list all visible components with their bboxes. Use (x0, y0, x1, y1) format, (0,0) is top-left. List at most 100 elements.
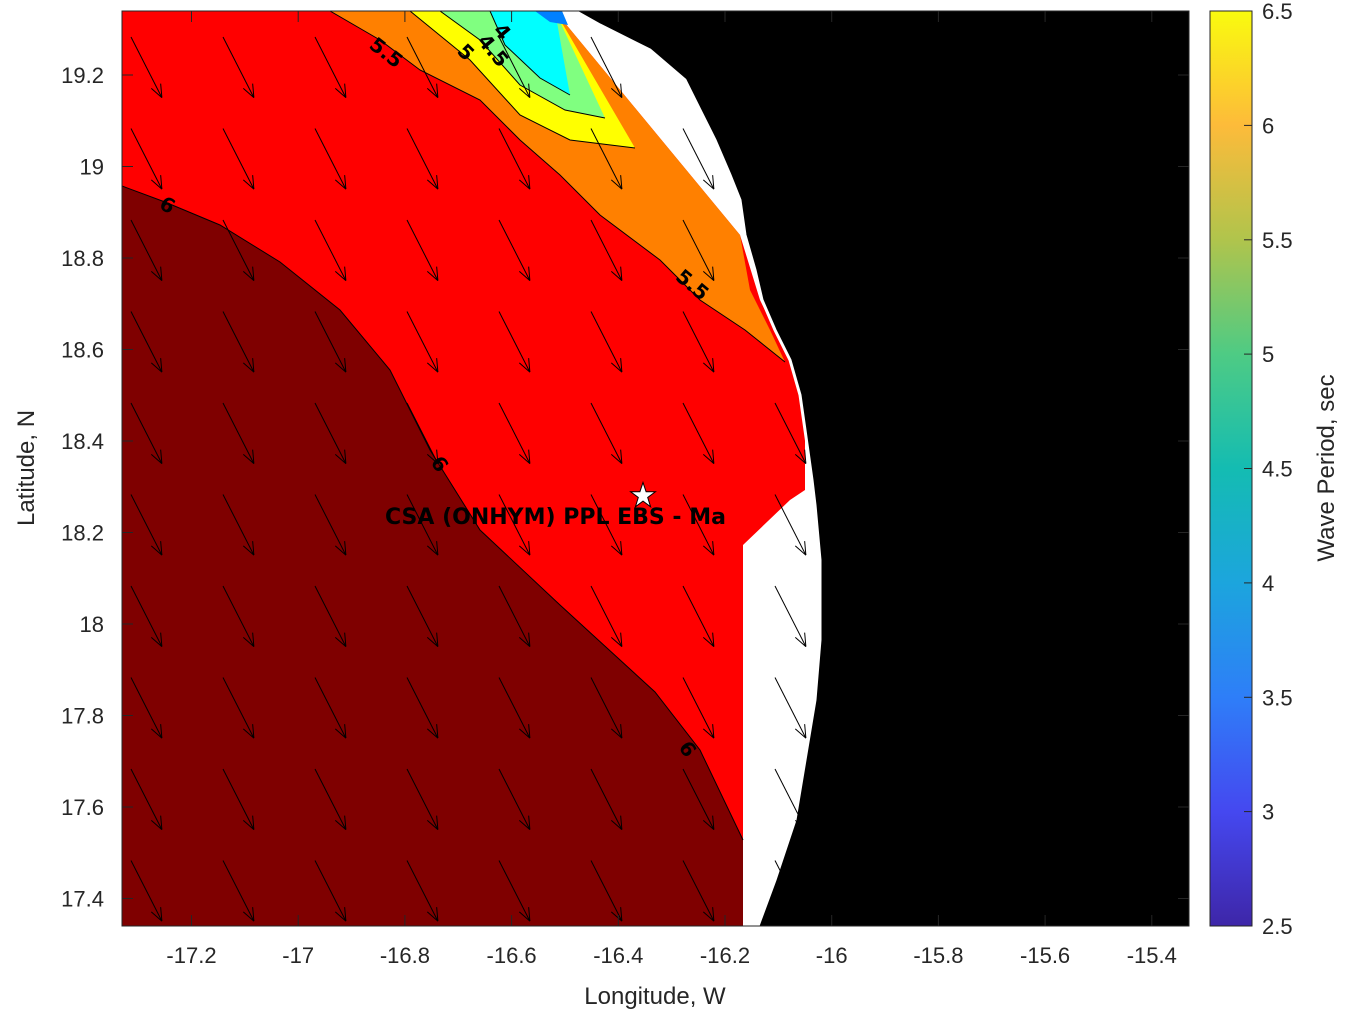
wave-arrow (590, 585, 623, 647)
wave-arrow-head (610, 911, 623, 922)
wave-arrow (774, 677, 807, 739)
wave-arrow-head (712, 449, 715, 464)
wave-arrow-head (528, 632, 531, 647)
wave-arrow (682, 128, 715, 190)
wave-arrow-head (252, 724, 255, 739)
wave-arrow-head (804, 175, 807, 190)
colorbar-tick-label: 3.5 (1262, 685, 1293, 710)
wave-arrow (130, 36, 163, 98)
wave-arrow-head (344, 724, 347, 739)
y-tick-label: 17.8 (61, 704, 104, 729)
wave-arrow-head (344, 358, 347, 373)
wave-arrow-head (528, 724, 531, 739)
wave-arrow (130, 494, 163, 556)
y-tick-label: 19 (80, 155, 104, 180)
wave-arrow (498, 860, 531, 922)
wave-arrow-head (804, 907, 807, 922)
wave-arrow (130, 402, 163, 464)
wave-arrow-head (344, 541, 347, 556)
wave-arrow-head (794, 545, 807, 556)
wave-arrow-head (702, 911, 715, 922)
wave-arrow (130, 677, 163, 739)
colorbar: 6.5 6 5.5 5 4.5 4 3.5 3 2.5 Wave Period,… (1209, 0, 1340, 939)
wave-arrow-head (620, 358, 623, 373)
y-tick-label: 17.4 (61, 887, 104, 912)
wave-arrow-head (610, 728, 623, 739)
wave-arrow (222, 128, 255, 190)
contour-line-6-south (122, 185, 744, 841)
wave-arrow-head (702, 454, 715, 464)
wave-direction-arrows (130, 36, 807, 922)
wave-arrow-head (436, 632, 439, 647)
wave-arrow-head (528, 449, 531, 464)
wave-arrow-head (150, 820, 163, 830)
wave-arrow-head (794, 454, 807, 464)
wave-arrow (682, 860, 715, 922)
wave-arrow-head (712, 907, 715, 922)
y-tick-label: 19.2 (61, 63, 104, 88)
wave-arrow (314, 860, 347, 922)
wave-arrow (590, 768, 623, 830)
wave-arrow (222, 860, 255, 922)
x-axis-label: Longitude, W (584, 983, 726, 1010)
wave-arrow-head (150, 179, 163, 190)
wave-arrow-head (344, 632, 347, 647)
colorbar-tick-label: 2.5 (1262, 914, 1293, 939)
wave-arrow-head (610, 545, 623, 556)
wave-arrow (682, 677, 715, 739)
wave-arrow-head (528, 266, 531, 281)
wave-arrow-head (804, 541, 807, 556)
wave-arrow (774, 585, 807, 647)
contour-line-5-5 (329, 11, 786, 363)
wave-arrow-head (712, 541, 715, 556)
x-tick-label: -17 (282, 943, 314, 968)
wave-arrow-head (518, 271, 531, 281)
wave-arrow-head (334, 179, 347, 190)
wave-arrow-head (426, 88, 439, 98)
wave-arrow-head (620, 83, 623, 98)
wave-arrow (590, 494, 623, 556)
wave-arrow (774, 219, 807, 281)
wave-arrow-head (518, 362, 531, 373)
shoreline-outline (574, 11, 822, 926)
wave-arrow (682, 36, 715, 98)
wave-arrow-head (334, 88, 347, 98)
wave-arrow-head (242, 88, 255, 98)
contour-line-5 (409, 11, 636, 149)
colorbar-label: Wave Period, sec (1313, 374, 1340, 561)
wave-arrow-head (160, 83, 163, 98)
wave-arrow-head (794, 637, 807, 647)
wave-arrow-head (804, 815, 807, 830)
wave-arrow (774, 402, 807, 464)
wave-arrow-head (794, 911, 807, 922)
wave-arrow-head (242, 911, 255, 922)
wave-arrow-head (804, 449, 807, 464)
wave-arrow-head (518, 179, 531, 190)
wave-arrow (774, 494, 807, 556)
wave-arrow (406, 768, 439, 830)
region-period-above-6 (122, 186, 743, 926)
wave-arrow-head (150, 88, 163, 98)
wave-arrow-head (160, 632, 163, 647)
wave-arrow-head (518, 637, 531, 647)
wave-arrow-head (426, 820, 439, 830)
wave-arrow (406, 585, 439, 647)
colorbar-tick-label: 5.5 (1262, 228, 1293, 253)
wave-arrow-head (794, 88, 807, 98)
wave-arrow-head (150, 362, 163, 373)
wave-arrow (130, 128, 163, 190)
wave-arrow-head (712, 266, 715, 281)
wave-arrow-head (436, 83, 439, 98)
wave-arrow (590, 128, 623, 190)
wave-arrow-head (712, 358, 715, 373)
y-tick-labels: 19.2 19 18.8 18.6 18.4 18.2 18 17.8 17.6… (61, 63, 104, 912)
y-tick-label: 18.2 (61, 521, 104, 546)
wave-arrow-head (160, 175, 163, 190)
wave-arrow-head (436, 266, 439, 281)
colorbar-tick-label: 4 (1262, 571, 1274, 596)
star-icon (629, 480, 657, 509)
wave-arrow-head (426, 179, 439, 190)
wave-arrow-head (252, 266, 255, 281)
wave-arrow-head (242, 637, 255, 647)
wave-arrow (406, 36, 439, 98)
